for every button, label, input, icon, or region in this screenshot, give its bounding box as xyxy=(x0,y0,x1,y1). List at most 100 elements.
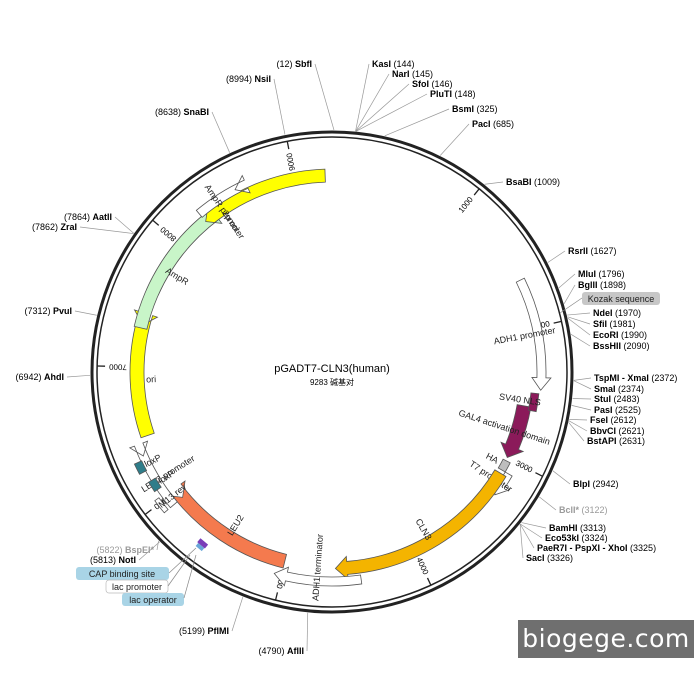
site-pflmi: (5199) PflMI xyxy=(179,596,244,636)
svg-text:(8994) NsiI: (8994) NsiI xyxy=(226,74,271,84)
svg-text:BstAPI (2631): BstAPI (2631) xyxy=(587,436,645,446)
backbone-inner xyxy=(96,136,568,608)
site-nsii: (8994) NsiI xyxy=(226,74,286,135)
svg-text:AmpR: AmpR xyxy=(164,266,191,288)
svg-text:NdeI (1970): NdeI (1970) xyxy=(593,308,641,318)
svg-text:RsrII (1627): RsrII (1627) xyxy=(568,246,617,256)
svg-text:BssHII (2090): BssHII (2090) xyxy=(593,341,650,351)
svg-text:lac operator: lac operator xyxy=(129,595,177,605)
site-aatii: (7864) AatII xyxy=(64,212,134,234)
site-bcli-: BclI* (3122) xyxy=(539,496,608,515)
tick-label: 1000 xyxy=(457,195,476,215)
plasmid-name: pGADT7-CLN3(human) xyxy=(274,363,390,375)
svg-text:CAP binding site: CAP binding site xyxy=(89,569,155,579)
site-paer7i-pspxi-xhoi: PaeR7I - PspXI - XhoI (3325) xyxy=(519,523,656,553)
svg-text:BsmI (325): BsmI (325) xyxy=(452,104,498,114)
svg-text:GAL4 activation domain: GAL4 activation domain xyxy=(457,408,551,447)
svg-text:(12) SbfI: (12) SbfI xyxy=(276,59,312,69)
site-bbvci: BbvCI (2621) xyxy=(568,420,645,436)
svg-text:(7312) PvuI: (7312) PvuI xyxy=(24,306,72,316)
svg-text:LEU2: LEU2 xyxy=(225,513,245,537)
site-tspmi-xmai: TspMI - XmaI (2372) xyxy=(573,373,677,383)
watermark: biogege.com xyxy=(518,620,694,658)
site-ecori: EcoRI (1990) xyxy=(567,317,647,340)
feature-adh1-promoter: ADH1 promoter xyxy=(493,277,556,391)
svg-text:SmaI (2374): SmaI (2374) xyxy=(594,384,644,394)
svg-text:SfiI (1981): SfiI (1981) xyxy=(593,319,636,329)
svg-text:lac promoter: lac promoter xyxy=(112,582,162,592)
site-bsabi: BsaBI (1009) xyxy=(484,177,560,187)
svg-text:NarI (145): NarI (145) xyxy=(392,69,433,79)
svg-text:(5199) PflMI: (5199) PflMI xyxy=(179,626,229,636)
site-smai: SmaI (2374) xyxy=(573,380,644,394)
svg-text:MluI (1796): MluI (1796) xyxy=(578,269,625,279)
site-rsrii: RsrII (1627) xyxy=(547,246,617,263)
svg-text:BamHI (3313): BamHI (3313) xyxy=(549,523,606,533)
tick-mark xyxy=(144,509,152,515)
feature-ampr: AmpR xyxy=(133,203,223,330)
tick-label: 9000 xyxy=(285,152,297,172)
svg-text:(5822) BspEI*: (5822) BspEI* xyxy=(96,545,154,555)
site-ahdi: (6942) AhdI xyxy=(15,372,91,382)
site-stui: StuI (2483) xyxy=(572,394,640,404)
svg-text:BclI* (3122): BclI* (3122) xyxy=(559,505,608,515)
tick-mark xyxy=(286,141,290,150)
sites-layer: (12) SbfI KasI (144)NarI (145)SfoI (146)P… xyxy=(15,59,677,656)
site-pluti: PluTI (148) xyxy=(356,89,476,132)
site-zrai: (7862) ZraI xyxy=(32,222,134,234)
site-nari: NarI (145) xyxy=(355,69,433,132)
site-ndei: NdeI (1970) xyxy=(567,308,641,318)
svg-text:SacI (3326): SacI (3326) xyxy=(526,553,573,563)
svg-text:BglII (1898): BglII (1898) xyxy=(578,280,626,290)
svg-text:(7862) ZraI: (7862) ZraI xyxy=(32,222,77,232)
svg-text:Eco53kI (3324): Eco53kI (3324) xyxy=(545,533,608,543)
cap-binding-label: CAP binding site xyxy=(76,547,197,580)
svg-text:StuI (2483): StuI (2483) xyxy=(594,394,640,404)
svg-text:ADH1 terminator: ADH1 terminator xyxy=(310,534,325,602)
tick-mark xyxy=(535,472,543,477)
site-sfoi: SfoI (146) xyxy=(355,79,453,132)
backbone-outer xyxy=(90,130,574,614)
lac-promoter-label: lac promoter xyxy=(105,554,191,594)
svg-text:ori: ori xyxy=(146,374,156,384)
svg-text:TspMI - XmaI (2372): TspMI - XmaI (2372) xyxy=(594,373,677,383)
svg-text:(8638) SnaBI: (8638) SnaBI xyxy=(155,107,209,117)
site-paci: PacI (685) xyxy=(439,119,514,156)
svg-text:BbvCI (2621): BbvCI (2621) xyxy=(590,426,645,436)
site-bspei-: (5822) BspEI* xyxy=(96,540,159,555)
site-snabi: (8638) SnaBI xyxy=(155,107,230,153)
feature-ori: ori xyxy=(129,309,159,439)
site-blpi: BlpI (2942) xyxy=(552,470,619,489)
tick-label: 7000 xyxy=(108,362,127,371)
tick-mark xyxy=(553,320,562,324)
svg-text:PacI (685): PacI (685) xyxy=(472,119,514,129)
site-pvui: (7312) PvuI xyxy=(24,306,97,316)
svg-text:SfoI (146): SfoI (146) xyxy=(412,79,453,89)
site-saci: SacI (3326) xyxy=(519,524,573,563)
feature-adh1-terminator: ADH1 terminator xyxy=(273,534,363,602)
svg-text:(7864) AatII: (7864) AatII xyxy=(64,212,112,222)
tick-label: 3000 xyxy=(514,459,534,475)
tick-mark xyxy=(152,219,160,226)
svg-text:(4790) AflII: (4790) AflII xyxy=(258,646,304,656)
site-sbfi: (12) SbfI xyxy=(276,59,335,131)
plasmid-size: 9283 碱基对 xyxy=(310,377,354,387)
site-eco53ki: Eco53kI (3324) xyxy=(520,523,608,543)
svg-text:PaeR7I - PspXI - XhoI (3325): PaeR7I - PspXI - XhoI (3325) xyxy=(537,543,656,553)
lac-operator-label: lac operator xyxy=(122,554,197,606)
svg-text:HA: HA xyxy=(484,451,500,466)
site-noti: (5813) NotI xyxy=(90,541,160,565)
cap-bar xyxy=(197,538,209,549)
svg-text:KasI (144): KasI (144) xyxy=(372,59,415,69)
svg-text:FseI (2612): FseI (2612) xyxy=(590,415,637,425)
tick-mark xyxy=(274,592,279,601)
kozak-label: Kozak sequence xyxy=(559,292,660,314)
site-bglii: BglII (1898) xyxy=(563,280,626,304)
site-aflii: (4790) AflII xyxy=(258,612,309,656)
svg-text:ADH1 promoter: ADH1 promoter xyxy=(493,325,556,346)
tick-mark xyxy=(426,577,432,586)
lac-operator-bar xyxy=(195,542,205,552)
tick-label: 4000 xyxy=(415,556,431,576)
site-bsmi: BsmI (325) xyxy=(384,104,498,137)
svg-text:CLN3: CLN3 xyxy=(413,517,433,542)
